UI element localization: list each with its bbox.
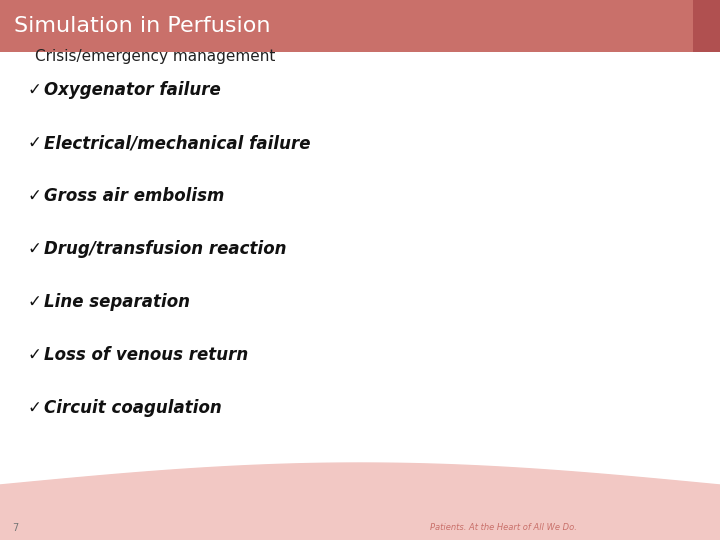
Text: Simulation in Perfusion: Simulation in Perfusion <box>14 16 271 36</box>
Text: ✓: ✓ <box>28 293 42 311</box>
Text: ✓: ✓ <box>28 399 42 417</box>
Text: Gross air embolism: Gross air embolism <box>44 187 225 205</box>
Text: Circuit coagulation: Circuit coagulation <box>44 399 222 417</box>
Text: Crisis/emergency management: Crisis/emergency management <box>35 50 275 64</box>
Text: Patients. At the Heart of All We Do.: Patients. At the Heart of All We Do. <box>430 523 577 532</box>
Text: Drug/transfusion reaction: Drug/transfusion reaction <box>44 240 287 258</box>
Bar <box>0 0 693 52</box>
Bar <box>693 0 720 52</box>
Text: 7: 7 <box>12 523 18 533</box>
Text: Oxygenator failure: Oxygenator failure <box>44 81 221 99</box>
Text: ✓: ✓ <box>28 187 42 205</box>
Text: ✓: ✓ <box>28 346 42 364</box>
Text: ✓: ✓ <box>28 240 42 258</box>
Text: Loss of venous return: Loss of venous return <box>44 346 248 364</box>
Text: ✓: ✓ <box>28 134 42 152</box>
Text: ✓: ✓ <box>28 81 42 99</box>
Text: Electrical/mechanical failure: Electrical/mechanical failure <box>44 134 310 152</box>
Text: Line separation: Line separation <box>44 293 190 311</box>
